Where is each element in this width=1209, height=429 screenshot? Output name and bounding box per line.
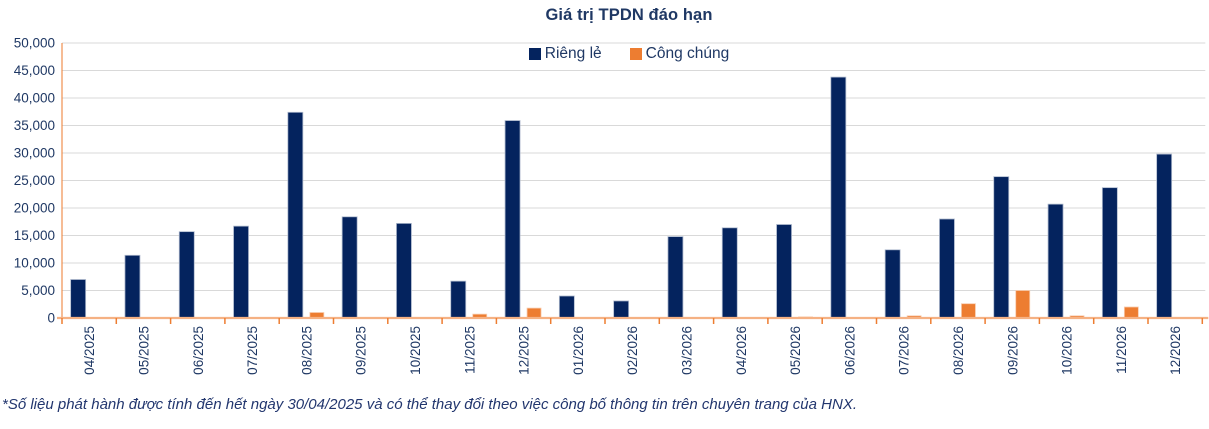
bar-rieng-le xyxy=(70,279,87,319)
bar-rieng-le xyxy=(613,300,630,319)
x-axis-label: 11/2025 xyxy=(462,326,477,374)
bar-rieng-le xyxy=(178,231,195,319)
chart-footnote: *Số liệu phát hành được tính đến hết ngà… xyxy=(2,396,857,413)
bar-rieng-le xyxy=(450,280,467,319)
bar-rieng-le xyxy=(1101,187,1118,319)
legend-item-rieng-le: Riêng lẻ xyxy=(528,45,602,63)
legend-swatch-cong-chung-icon xyxy=(629,48,642,60)
x-axis-label: 05/2025 xyxy=(136,326,151,375)
legend-label-rieng-le: Riêng lẻ xyxy=(544,45,602,62)
bar-rieng-le xyxy=(776,224,792,319)
x-axis-label: 12/2025 xyxy=(517,326,532,375)
chart-legend: Riêng lẻ Công chúng xyxy=(62,45,1196,63)
bar-cong-chung xyxy=(1015,290,1031,319)
bar-rieng-le xyxy=(939,218,955,319)
bar-rieng-le xyxy=(830,76,847,319)
x-axis-label: 10/2025 xyxy=(408,326,423,375)
x-axis-label: 07/2026 xyxy=(897,326,912,375)
legend-swatch-rieng-le-icon xyxy=(528,48,541,60)
x-axis-label: 10/2026 xyxy=(1060,326,1075,375)
x-axis-label: 06/2025 xyxy=(191,326,206,375)
y-axis-label: 40,000 xyxy=(14,91,55,106)
bar-rieng-le xyxy=(1156,153,1173,319)
x-axis-label: 05/2026 xyxy=(788,326,803,375)
x-axis-label: 08/2026 xyxy=(951,326,966,375)
bar-rieng-le xyxy=(721,227,738,319)
bar-rieng-le xyxy=(504,120,521,319)
y-axis-label: 35,000 xyxy=(14,118,55,133)
y-axis-label: 10,000 xyxy=(14,256,55,271)
bar-cong-chung xyxy=(961,303,976,319)
x-axis-label: 09/2026 xyxy=(1005,326,1020,375)
x-axis-label: 02/2026 xyxy=(625,326,640,375)
x-axis-label: 01/2026 xyxy=(571,326,586,375)
x-axis-label: 04/2025 xyxy=(82,326,97,375)
x-axis-label: 03/2026 xyxy=(679,326,694,375)
y-axis-label: 25,000 xyxy=(14,173,55,188)
x-axis-label: 11/2026 xyxy=(1114,326,1129,374)
bar-rieng-le xyxy=(667,236,684,319)
bar-rieng-le xyxy=(287,111,304,319)
legend-label-cong-chung: Công chúng xyxy=(645,45,730,62)
y-axis-label: 20,000 xyxy=(14,201,55,216)
x-axis-label: 12/2026 xyxy=(1168,326,1183,375)
x-axis-label: 09/2025 xyxy=(354,326,369,375)
bar-rieng-le xyxy=(396,222,412,319)
y-axis-label: 30,000 xyxy=(14,146,55,161)
bar-rieng-le xyxy=(1047,203,1064,319)
legend-item-cong-chung: Công chúng xyxy=(629,45,730,63)
bar-rieng-le xyxy=(233,225,249,319)
bar-cong-chung xyxy=(526,307,542,319)
bar-rieng-le xyxy=(124,254,141,319)
bar-rieng-le xyxy=(884,249,901,319)
y-axis-label: 15,000 xyxy=(14,228,55,243)
y-axis-label: 0 xyxy=(47,311,55,326)
bar-rieng-le xyxy=(993,176,1010,319)
x-axis-label: 06/2026 xyxy=(842,326,857,375)
y-axis-label: 50,000 xyxy=(14,36,55,51)
chart-title: Giá trị TPDN đáo hạn xyxy=(545,6,713,24)
bar-rieng-le xyxy=(341,216,358,319)
x-axis-label: 04/2026 xyxy=(734,326,749,375)
bar-rieng-le xyxy=(558,295,575,319)
x-axis-label: 08/2025 xyxy=(299,326,314,375)
x-axis-label: 07/2025 xyxy=(245,326,260,375)
y-axis-label: 45,000 xyxy=(14,63,55,78)
y-axis-label: 5,000 xyxy=(21,283,55,298)
bar-cong-chung xyxy=(1123,306,1139,319)
